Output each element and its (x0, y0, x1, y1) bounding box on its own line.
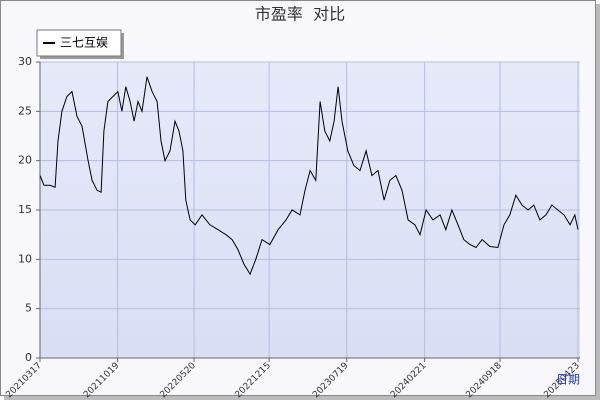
y-tick-label: 30 (18, 55, 32, 68)
y-tick-label: 5 (25, 302, 32, 315)
frame-shadow (4, 396, 600, 400)
y-tick-label: 20 (18, 154, 32, 167)
frame-shadow (596, 4, 600, 400)
legend-label: 三七互娱 (60, 36, 108, 50)
chart-title: 市盈率 对比 (255, 5, 345, 24)
y-tick-label: 0 (25, 351, 32, 364)
legend: 三七互娱 (36, 29, 124, 59)
y-tick-label: 25 (18, 104, 32, 117)
y-tick-label: 10 (18, 252, 32, 265)
x-axis-title: 日期 (556, 373, 580, 387)
data-line (39, 76, 579, 276)
y-tick-label: 15 (18, 203, 32, 216)
